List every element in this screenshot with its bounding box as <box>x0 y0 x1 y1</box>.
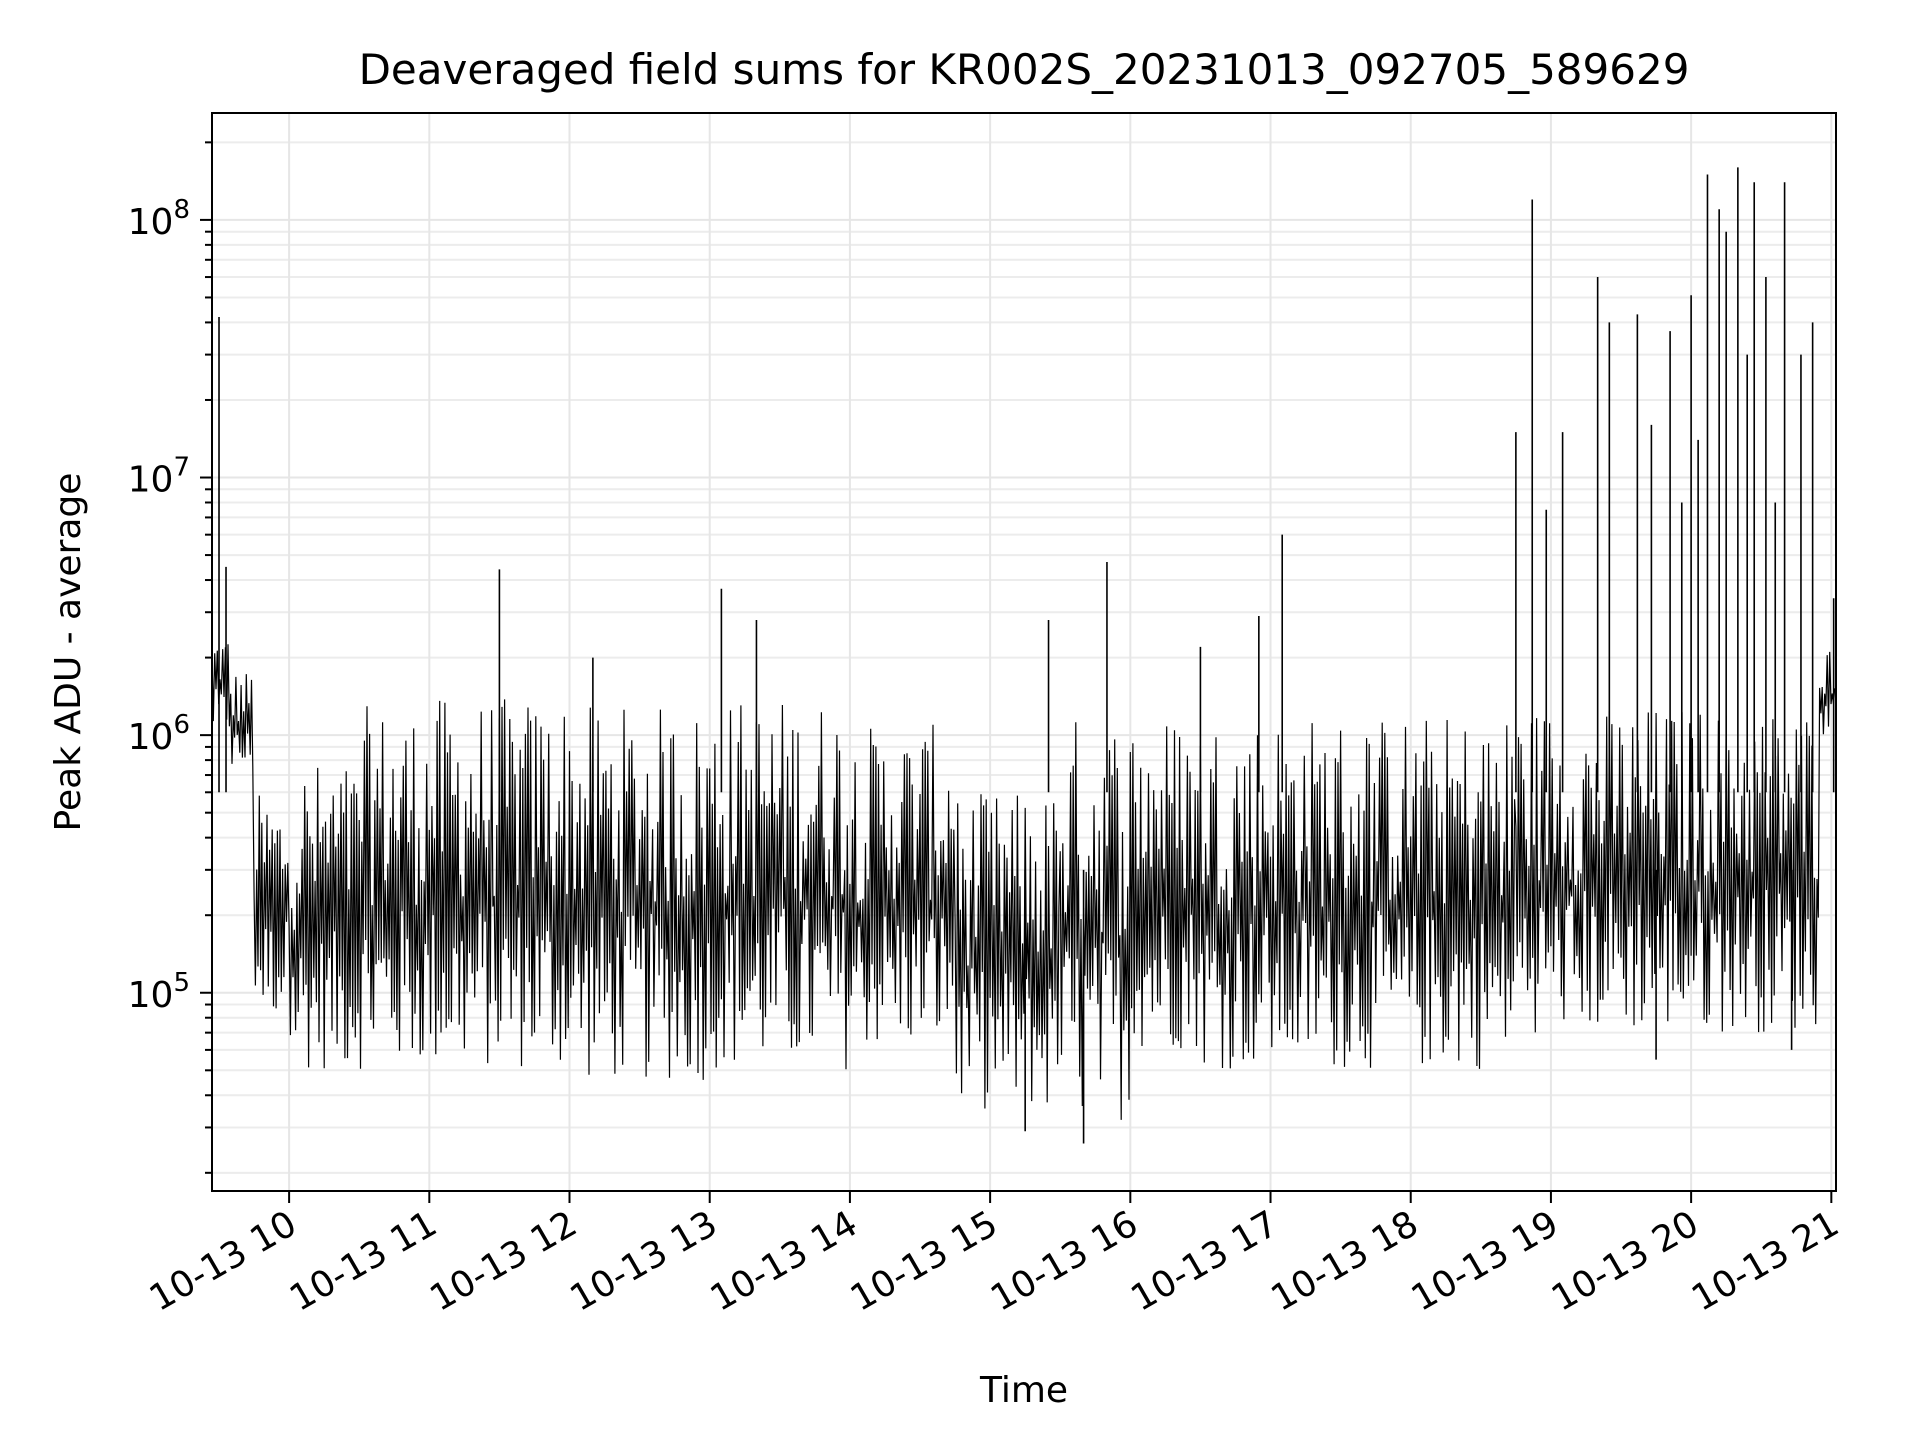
y-tick-label: 105 <box>128 968 190 1016</box>
series-line <box>211 644 1836 1120</box>
y-tick-label: 108 <box>128 195 190 243</box>
y-tick-label: 107 <box>128 453 190 501</box>
x-axis-label: Time <box>979 1370 1068 1411</box>
chart-title: Deaveraged field sums for KR002S_2023101… <box>359 45 1690 94</box>
y-axis-label: Peak ADU - average <box>48 473 89 832</box>
plot-frame <box>211 112 1837 1192</box>
plot-background <box>212 113 1836 1191</box>
data-series <box>211 167 1836 1144</box>
y-tick-label: 106 <box>128 710 190 758</box>
